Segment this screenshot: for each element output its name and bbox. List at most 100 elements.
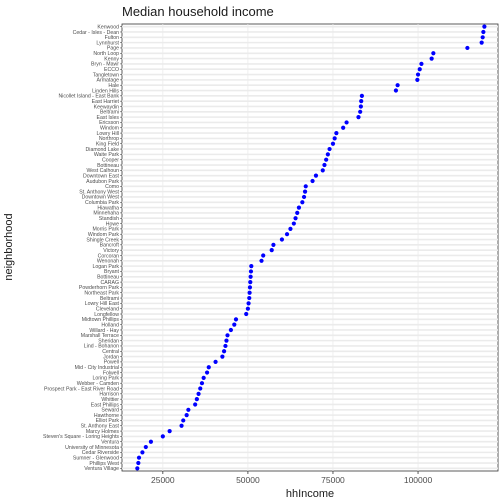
y-tick-label: Windom	[100, 126, 119, 132]
y-tick-label: Fulton	[105, 35, 120, 41]
data-point	[247, 295, 252, 301]
y-tick-label: Waite Park	[94, 152, 120, 158]
y-tick-label: Victory	[103, 248, 119, 254]
data-point	[417, 67, 422, 72]
data-point	[310, 178, 315, 184]
y-tick-label: Cooper	[102, 157, 119, 163]
data-point	[301, 194, 307, 200]
data-point	[332, 136, 337, 141]
data-point	[261, 253, 266, 258]
y-tick-label: Kenny	[104, 56, 119, 62]
plot-panel	[121, 23, 499, 472]
y-tick-label: Prospect Park - East River Road	[44, 386, 119, 392]
data-point	[249, 264, 254, 269]
y-tick-label: Keewaydin	[94, 104, 119, 110]
y-tick-label: Steven's Square - Loring Heights	[43, 434, 119, 440]
y-tick-label: Powell	[104, 360, 119, 366]
data-point	[160, 434, 165, 439]
y-tick-label: University of Minnesota	[65, 445, 119, 451]
y-tick-label: Nicollet Island - East Bank	[58, 94, 119, 100]
y-tick-label: Ventura Village	[84, 466, 119, 472]
data-point	[358, 109, 363, 114]
y-tick-label: St. Anthony East	[81, 424, 120, 430]
y-tick-label: Lowry Hill East	[85, 301, 120, 307]
y-tick-label: Cedar - Isles - Dean	[73, 30, 120, 36]
data-point	[179, 423, 184, 428]
y-tick-label: King Field	[96, 142, 119, 148]
data-point	[344, 120, 349, 125]
data-point	[330, 141, 336, 146]
y-tick-label: Kenwood	[97, 24, 119, 30]
data-point	[223, 343, 228, 349]
y-tick-label: Como	[105, 184, 119, 190]
data-point	[295, 210, 300, 216]
y-tick-label: East Phillips	[91, 402, 120, 408]
data-point	[481, 29, 486, 35]
y-tick-label: Armatage	[97, 78, 120, 84]
data-point	[186, 407, 191, 412]
y-tick-label: Seward	[101, 408, 119, 414]
y-tick-label: Jordan	[103, 354, 119, 360]
y-tick-label: Elliot Park	[96, 418, 120, 424]
data-point	[415, 72, 421, 77]
y-tick-label: West Calhoun	[87, 168, 120, 174]
y-tick-label: Loring Park	[92, 376, 119, 382]
y-tick-label: CARAG	[101, 280, 119, 286]
y-tick-label: Northeast Park	[84, 291, 119, 297]
data-point	[248, 274, 253, 279]
data-point	[356, 115, 361, 120]
y-tick-label: Shingle Creek	[86, 237, 119, 243]
y-tick-label: Hiawatha	[97, 205, 119, 211]
data-point	[244, 311, 249, 317]
data-point	[193, 402, 198, 407]
data-point	[327, 146, 332, 152]
data-point	[247, 285, 253, 290]
data-point	[334, 130, 339, 136]
y-tick-label: Beltrami	[100, 296, 119, 302]
data-point	[143, 444, 148, 450]
y-tick-label: Minnehaha	[93, 211, 119, 217]
y-gridlines	[122, 25, 498, 470]
x-tick-label: 25000	[151, 475, 175, 485]
y-tick-label: Audubon Park	[86, 179, 119, 185]
data-point	[232, 322, 237, 327]
x-gridlines	[162, 24, 419, 471]
data-point	[479, 40, 484, 45]
data-point	[320, 168, 325, 173]
y-tick-label: Midtown Phillips	[82, 317, 120, 323]
y-tick-label: Cleveland	[96, 306, 119, 312]
y-tick-label: Corcoran	[98, 253, 119, 259]
y-tick-label: Wenonah	[97, 259, 119, 265]
y-tick-label: Logan Park	[92, 264, 119, 270]
data-point	[167, 428, 172, 434]
y-tick-label: Harrison	[99, 392, 119, 398]
data-point	[213, 359, 218, 365]
data-point	[288, 226, 293, 231]
data-point	[196, 391, 201, 396]
data-point	[198, 386, 203, 391]
y-tick-label: St. Anthony West	[79, 189, 119, 195]
data-point	[136, 460, 141, 466]
data-point	[359, 99, 364, 104]
x-tick-label: 50000	[236, 475, 260, 485]
data-point	[325, 152, 330, 157]
data-point	[322, 162, 327, 168]
data-point	[247, 290, 252, 295]
data-point	[429, 56, 434, 61]
data-point	[296, 205, 302, 210]
data-point	[302, 189, 308, 194]
data-point	[271, 242, 276, 247]
data-point	[225, 333, 230, 338]
data-point	[284, 232, 290, 237]
data-point	[303, 184, 308, 189]
y-tick-label: Bryn - Mawr	[91, 62, 119, 68]
data-point	[245, 306, 251, 311]
data-point	[199, 381, 205, 386]
data-point	[269, 248, 274, 253]
data-point	[358, 104, 363, 109]
y-tick-label: Bancroft	[100, 243, 120, 249]
data-point	[246, 301, 251, 306]
data-point	[480, 35, 485, 40]
